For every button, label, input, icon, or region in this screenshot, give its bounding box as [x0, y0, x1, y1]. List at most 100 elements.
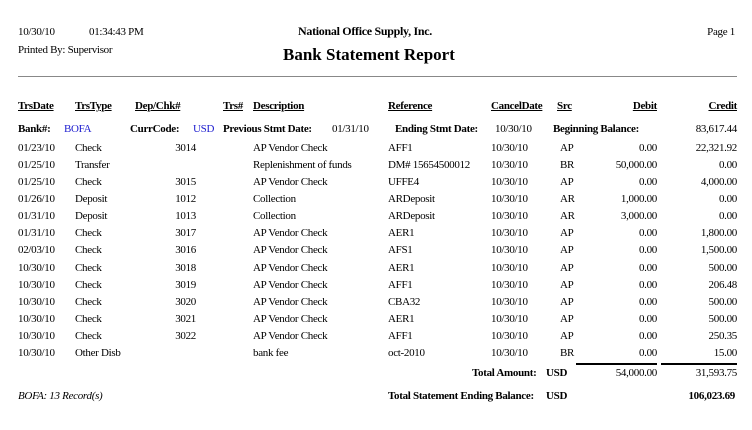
- cell-credit: 206.48: [708, 278, 738, 291]
- prev-stmt-label: Previous Stmt Date:: [223, 123, 312, 135]
- cell-debit: 50,000.00: [615, 159, 658, 172]
- cell-description: AP Vendor Check: [253, 244, 328, 257]
- cell-cancel-date: 10/30/10: [491, 227, 528, 240]
- cell-reference: ARDeposit: [388, 210, 435, 223]
- cell-description: AP Vendor Check: [253, 312, 328, 325]
- curr-code-value: USD: [193, 123, 215, 135]
- cell-cancel-date: 10/30/10: [491, 295, 528, 308]
- column-header-debit: Debit: [632, 100, 657, 112]
- cell-trs-date: 10/30/10: [18, 278, 55, 291]
- cell-description: Collection: [253, 193, 296, 206]
- cell-trs-type: Other Disb: [75, 346, 121, 359]
- cell-src: AP: [560, 295, 574, 308]
- cell-description: AP Vendor Check: [253, 227, 328, 240]
- cell-credit: 500.00: [708, 295, 738, 308]
- cell-reference: UFFE4: [388, 176, 419, 189]
- cell-src: AP: [560, 312, 574, 325]
- credit-total-rule: [661, 363, 737, 365]
- column-header-description: Description: [253, 100, 305, 112]
- cell-credit: 4,000.00: [700, 176, 737, 189]
- total-credit: 31,593.75: [695, 367, 738, 379]
- cell-trs-date: 10/30/10: [18, 329, 55, 342]
- ending-balance-currency: USD: [546, 390, 568, 402]
- end-stmt-label: Ending Stmt Date:: [395, 123, 478, 135]
- cell-cancel-date: 10/30/10: [491, 312, 528, 325]
- cell-trs-date: 01/26/10: [18, 193, 55, 206]
- cell-trs-date: 10/30/10: [18, 346, 55, 359]
- cell-trs-type: Check: [75, 176, 102, 189]
- cell-credit: 250.35: [708, 329, 738, 342]
- cell-dep-chk: 3019: [175, 278, 196, 291]
- cell-description: Replenishment of funds: [253, 159, 352, 172]
- cell-cancel-date: 10/30/10: [491, 346, 528, 359]
- cell-dep-chk: 3015: [175, 176, 196, 189]
- cell-trs-type: Check: [75, 142, 102, 154]
- cell-description: AP Vendor Check: [253, 329, 328, 342]
- cell-cancel-date: 10/30/10: [491, 176, 528, 189]
- cell-description: AP Vendor Check: [253, 261, 328, 274]
- ending-balance-value: 106,023.69: [688, 390, 735, 402]
- cell-credit: 15.00: [713, 346, 738, 359]
- record-count: BOFA: 13 Record(s): [18, 390, 103, 402]
- column-header-reference: Reference: [388, 100, 433, 112]
- cell-trs-date: 10/30/10: [18, 295, 55, 308]
- print-date: 10/30/10: [18, 26, 55, 38]
- cell-trs-type: Check: [75, 295, 102, 308]
- cell-description: AP Vendor Check: [253, 278, 328, 291]
- printed-by: Printed By: Supervisor: [18, 44, 113, 56]
- cell-trs-date: 10/30/10: [18, 261, 55, 274]
- debit-total-rule: [576, 363, 657, 365]
- cell-trs-type: Check: [75, 278, 102, 291]
- cell-src: BR: [560, 159, 575, 172]
- curr-code-label: CurrCode:: [130, 123, 180, 135]
- cell-debit: 0.00: [638, 142, 657, 154]
- prev-stmt-value: 01/31/10: [332, 123, 369, 135]
- cell-debit: 0.00: [638, 227, 657, 240]
- cell-src: AR: [560, 210, 575, 223]
- column-header-cancel-date: CancelDate: [491, 100, 543, 112]
- cell-src: AP: [560, 261, 574, 274]
- cell-trs-type: Transfer: [75, 159, 110, 172]
- cell-trs-type: Check: [75, 261, 102, 274]
- beginning-balance-value: 83,617.44: [695, 123, 738, 135]
- cell-src: AP: [560, 176, 574, 189]
- total-currency: USD: [546, 367, 568, 379]
- page-number: Page 1: [707, 26, 735, 38]
- cell-credit: 1,500.00: [700, 244, 737, 257]
- column-header-src: Src: [557, 100, 572, 112]
- cell-debit: 0.00: [638, 346, 657, 359]
- cell-cancel-date: 10/30/10: [491, 142, 528, 154]
- cell-credit: 1,800.00: [700, 227, 737, 240]
- cell-reference: ARDeposit: [388, 193, 435, 206]
- cell-reference: AFF1: [388, 142, 413, 154]
- cell-src: AR: [560, 193, 575, 206]
- header-divider: [18, 76, 737, 77]
- cell-description: AP Vendor Check: [253, 142, 328, 154]
- cell-credit: 22,321.92: [695, 142, 738, 154]
- ending-balance-label: Total Statement Ending Balance:: [388, 390, 534, 402]
- cell-debit: 0.00: [638, 278, 657, 291]
- cell-src: AP: [560, 142, 574, 154]
- cell-reference: AFF1: [388, 329, 413, 342]
- cell-description: AP Vendor Check: [253, 295, 328, 308]
- cell-cancel-date: 10/30/10: [491, 244, 528, 257]
- cell-reference: CBA32: [388, 295, 421, 308]
- cell-trs-date: 01/31/10: [18, 210, 55, 223]
- cell-dep-chk: 3018: [175, 261, 196, 274]
- total-amount-label: Total Amount:: [472, 367, 537, 379]
- cell-src: AP: [560, 227, 574, 240]
- cell-trs-date: 01/31/10: [18, 227, 55, 240]
- end-stmt-value: 10/30/10: [495, 123, 532, 135]
- cell-dep-chk: 1013: [175, 210, 196, 223]
- cell-trs-type: Deposit: [75, 210, 108, 223]
- cell-dep-chk: 3016: [175, 244, 196, 257]
- cell-debit: 1,000.00: [620, 193, 657, 206]
- cell-trs-type: Check: [75, 312, 102, 325]
- total-debit: 54,000.00: [615, 367, 658, 379]
- cell-trs-date: 01/25/10: [18, 176, 55, 189]
- cell-src: BR: [560, 346, 575, 359]
- report-title: Bank Statement Report: [283, 45, 455, 64]
- cell-trs-type: Check: [75, 244, 102, 257]
- cell-dep-chk: 1012: [175, 193, 196, 206]
- cell-credit: 0.00: [718, 193, 737, 206]
